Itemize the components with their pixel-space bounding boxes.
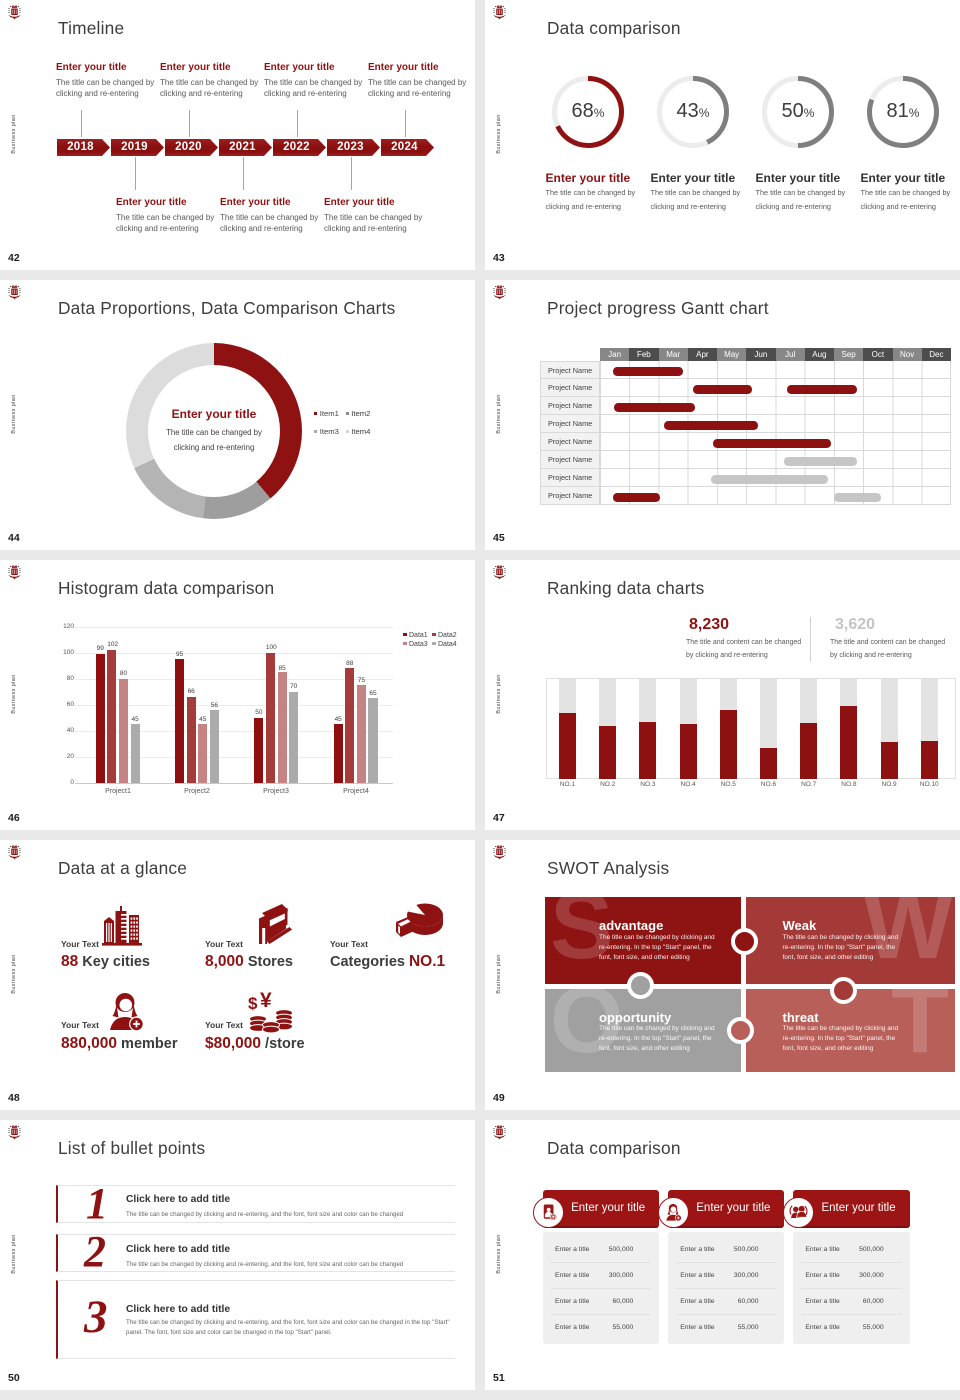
svg-text:$: $ [248, 994, 258, 1013]
svg-text:¥: ¥ [260, 992, 272, 1012]
